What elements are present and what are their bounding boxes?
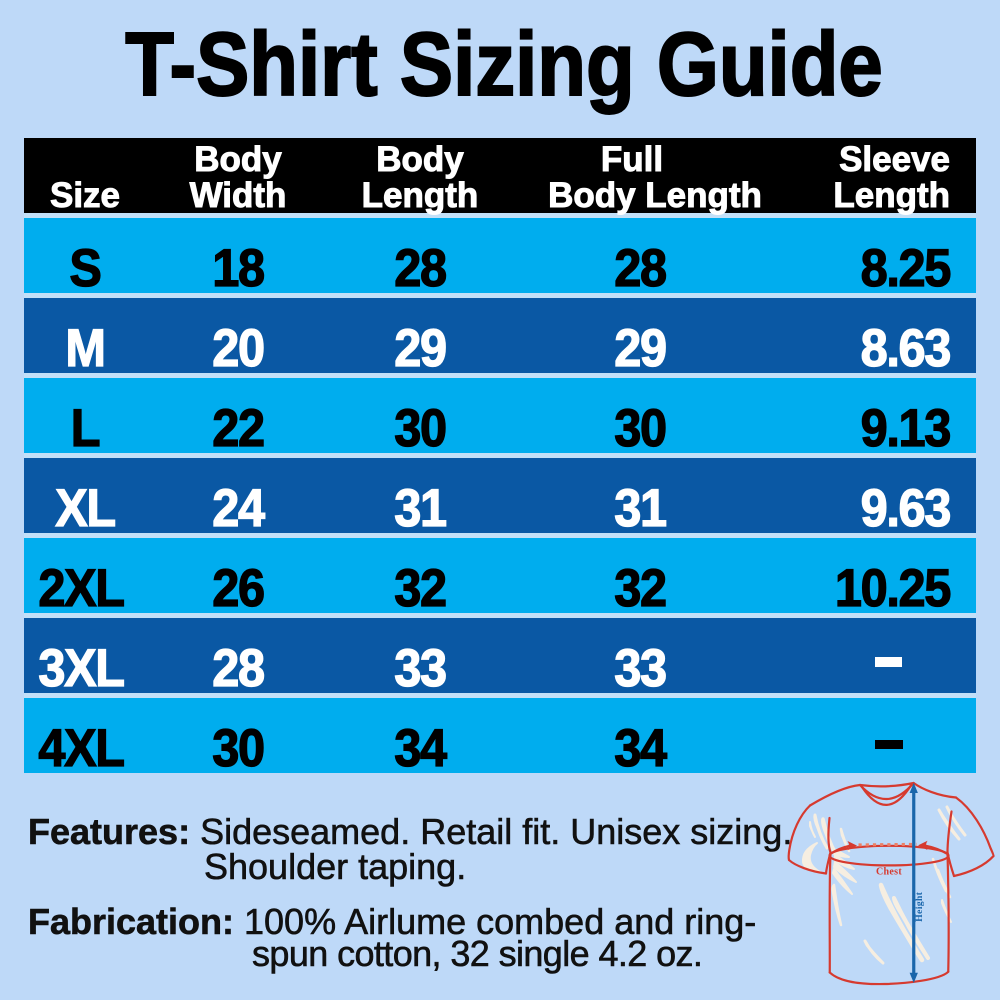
svg-text:Height: Height — [914, 891, 925, 922]
svg-text:Chest: Chest — [876, 867, 902, 878]
